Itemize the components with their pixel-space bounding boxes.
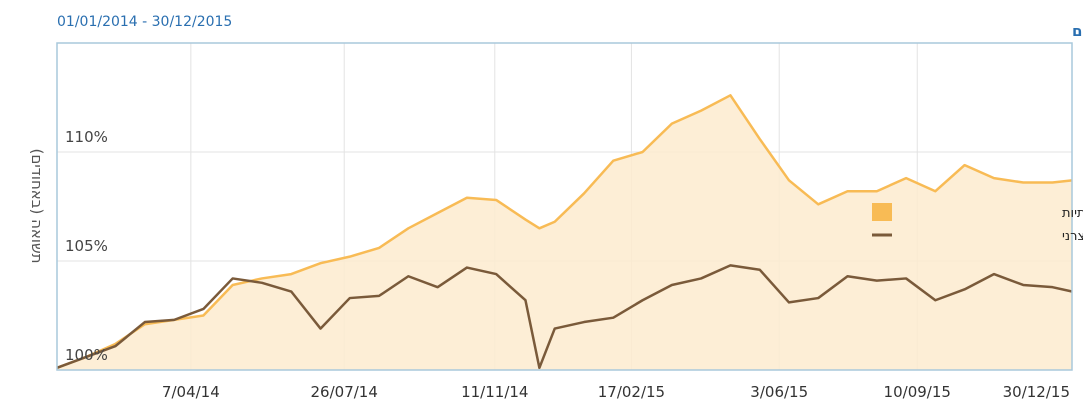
chart-title: גרף תשואה באחודים — [1072, 22, 1083, 40]
x-tick-label: 26/07/14 — [311, 383, 378, 401]
legend-label: אג"ח כללי - קונצרני — [1062, 229, 1083, 244]
x-tick-label: 30/12/15 — [1003, 383, 1070, 401]
plot-border — [56, 42, 1073, 371]
series-line — [56, 94, 1073, 369]
x-tick-label: 17/02/15 — [598, 383, 665, 401]
x-tick-label: 11/11/14 — [461, 383, 528, 401]
y-tick-label: 110% — [65, 128, 108, 146]
x-tick-label: 3/06/15 — [750, 383, 808, 401]
legend-swatch — [872, 203, 892, 221]
x-tick-label: 7/04/14 — [162, 383, 220, 401]
chart-subtitle: 01/01/2014 - 30/12/2015 — [57, 14, 232, 30]
y-axis-label: תשואה (באחודים) — [28, 149, 46, 264]
y-tick-label: 100% — [65, 346, 108, 364]
x-tick-label: 10/09/15 — [884, 383, 951, 401]
legend-label: אג"ח ממשלתיות — [1062, 206, 1083, 221]
series-area — [57, 95, 1072, 370]
y-tick-label: 105% — [65, 237, 108, 255]
series-line — [56, 264, 1073, 370]
